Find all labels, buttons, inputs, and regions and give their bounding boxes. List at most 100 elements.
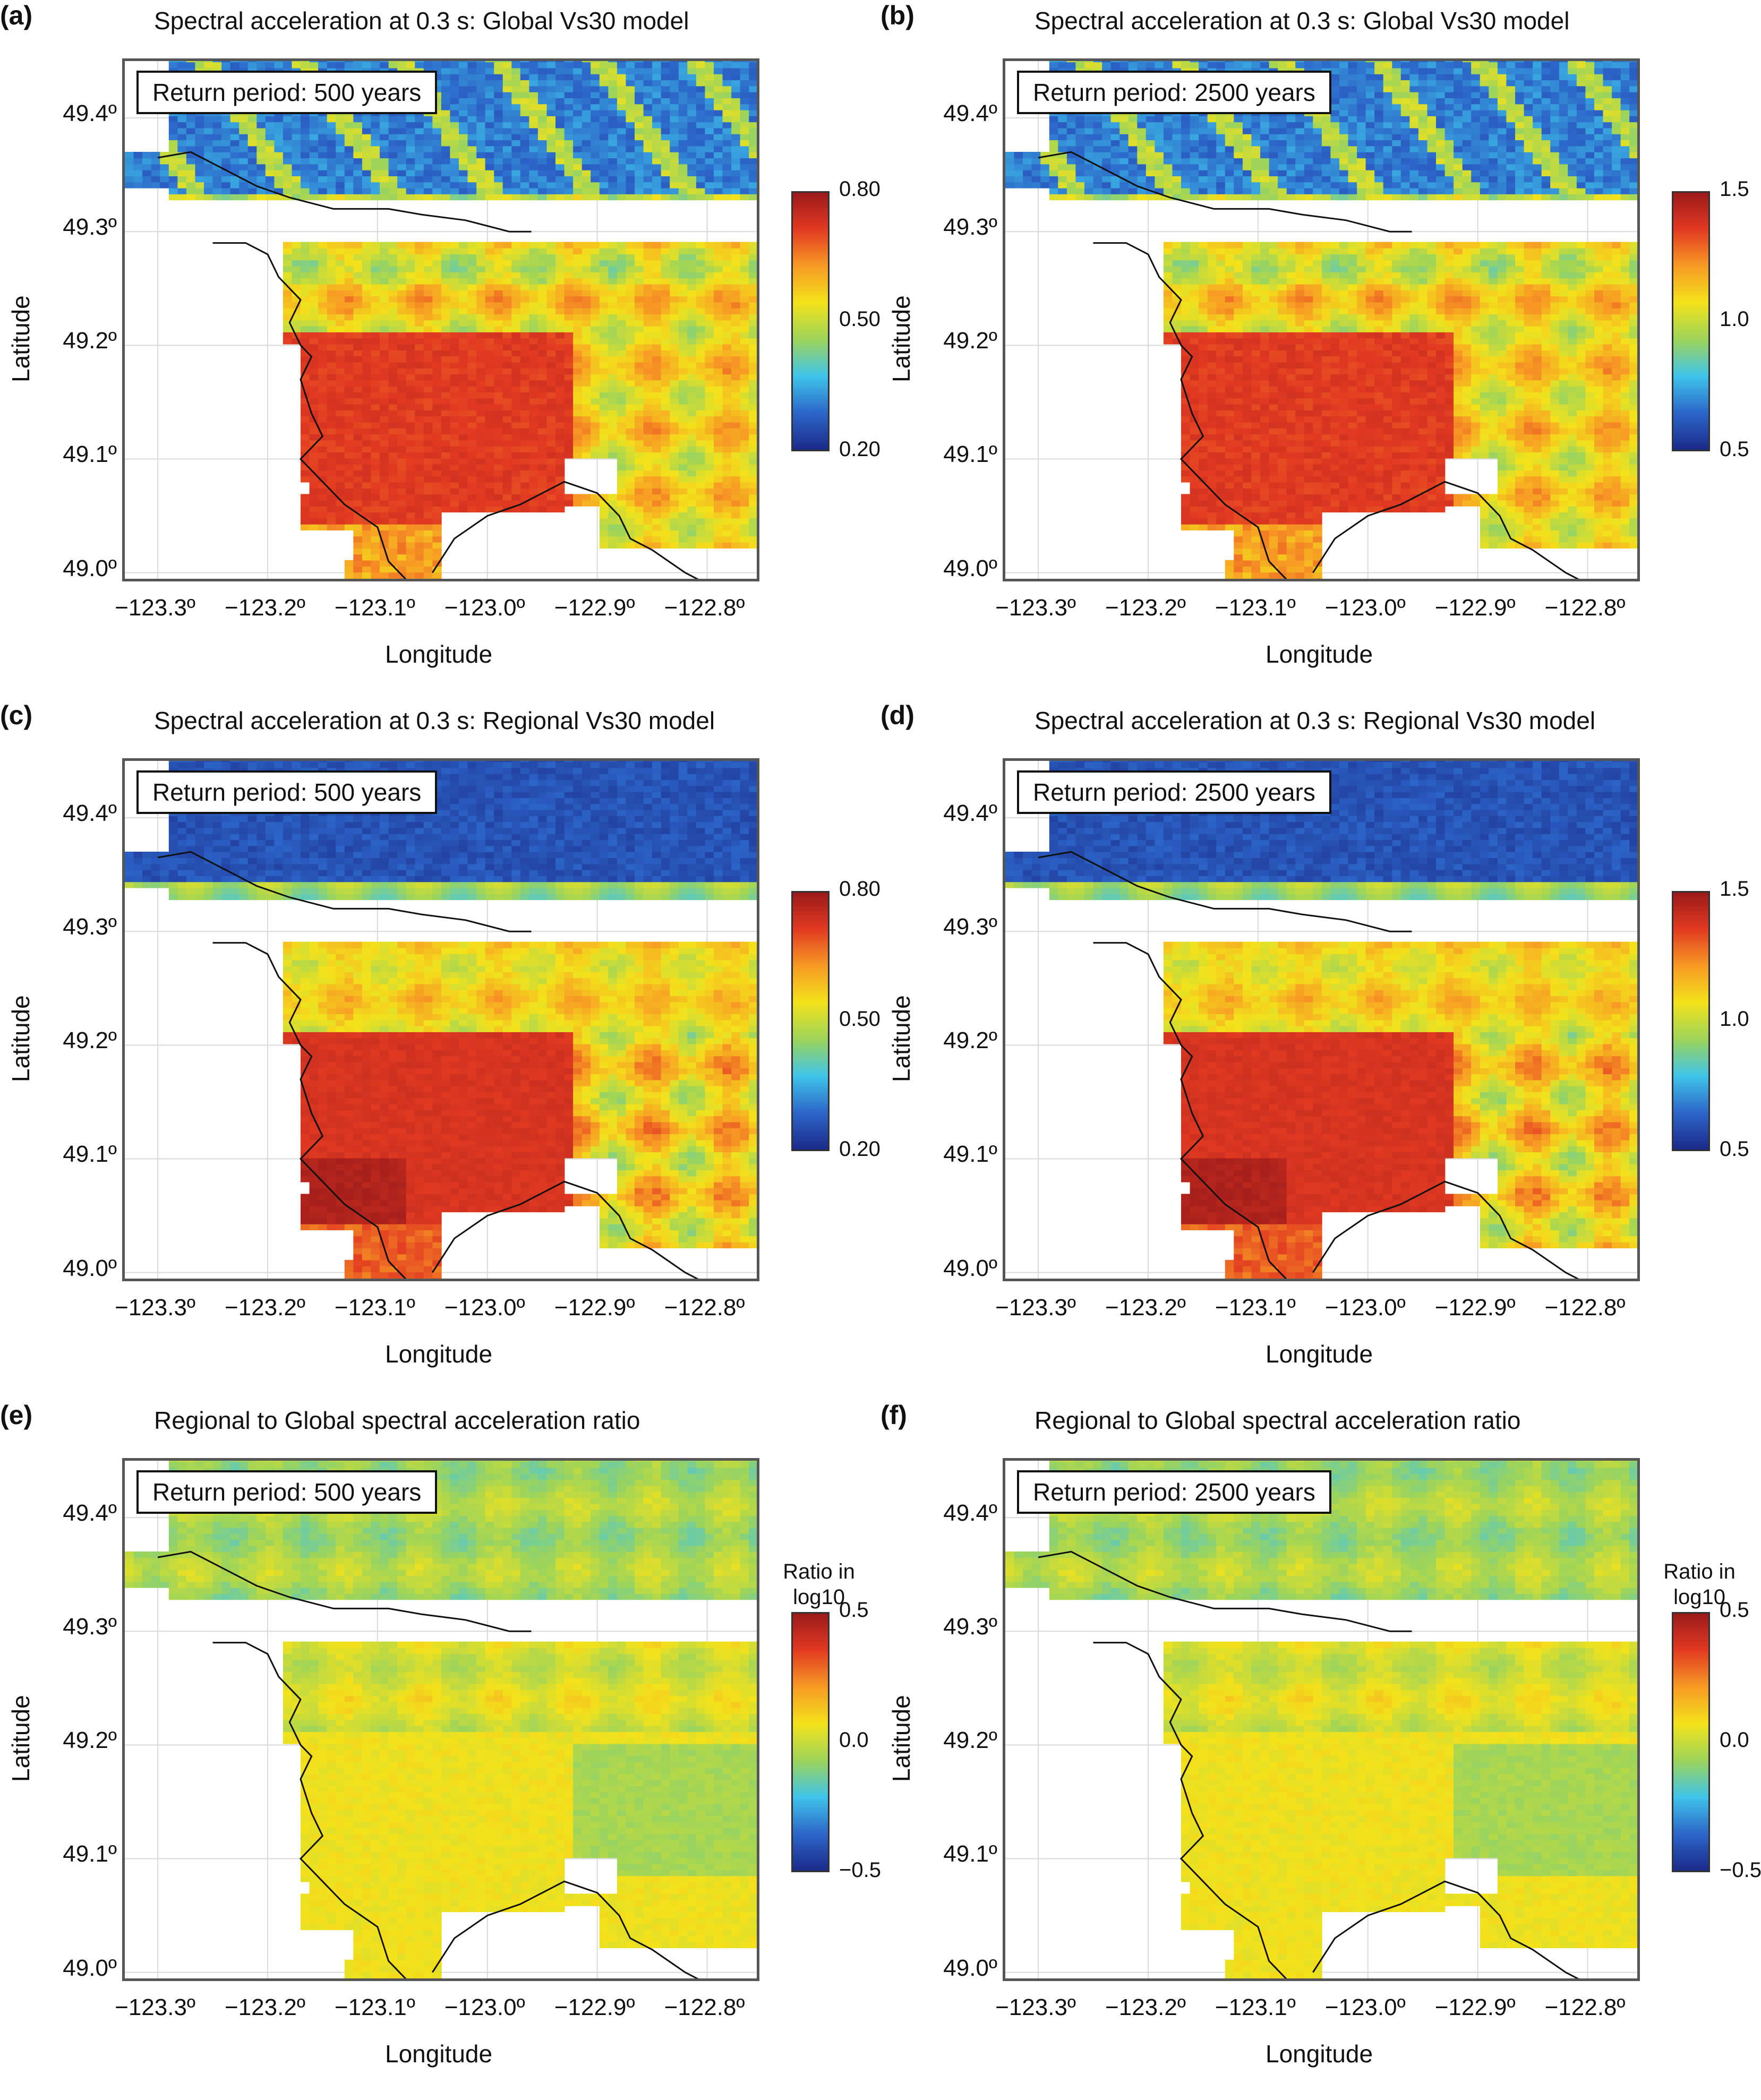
panel-letter: (f) bbox=[880, 1400, 907, 1430]
colorbar bbox=[791, 891, 830, 1151]
colorbar-title: Ratio in log10 bbox=[1652, 1559, 1747, 1610]
return-period-label: Return period: 2500 years bbox=[1017, 770, 1331, 814]
hazard-cells bbox=[125, 61, 757, 579]
y-tick-label: 49.4º bbox=[891, 800, 997, 827]
coastline bbox=[157, 151, 699, 579]
x-tick-label: −122.9º bbox=[1406, 1295, 1544, 1321]
y-tick-label: 49.4º bbox=[891, 1500, 997, 1527]
y-axis-label: Latitude bbox=[887, 995, 916, 1082]
y-tick-label: 49.4º bbox=[11, 800, 117, 827]
colorbar-tick: 1.0 bbox=[1720, 307, 1749, 331]
x-tick-label: −122.9º bbox=[526, 595, 664, 621]
x-tick-label: −123.3º bbox=[86, 1295, 224, 1321]
x-tick-label: −123.1º bbox=[1186, 1994, 1324, 2021]
colorbar bbox=[1672, 891, 1710, 1151]
hazard-map bbox=[1005, 61, 1637, 579]
x-tick-label: −122.9º bbox=[526, 1994, 664, 2021]
panel-letter: (c) bbox=[0, 700, 32, 731]
map-panel: (d) Spectral acceleration at 0.3 s: Regi… bbox=[880, 700, 1761, 1400]
colorbar bbox=[1672, 191, 1710, 451]
x-tick-label: −123.3º bbox=[86, 1994, 224, 2021]
panel-letter: (d) bbox=[880, 700, 914, 731]
x-tick-label: −123.2º bbox=[1076, 595, 1215, 621]
hazard-cells bbox=[125, 1461, 757, 1978]
panel-letter: (e) bbox=[0, 1400, 32, 1430]
x-tick-label: −123.2º bbox=[196, 1994, 334, 2021]
x-axis-label: Longitude bbox=[385, 2039, 492, 2068]
map-panel: (c) Spectral acceleration at 0.3 s: Regi… bbox=[0, 700, 880, 1400]
colorbar-tick: 0.0 bbox=[839, 1728, 869, 1752]
panel-title: Spectral acceleration at 0.3 s: Regional… bbox=[1035, 706, 1595, 735]
x-tick-label: −123.1º bbox=[306, 595, 444, 621]
hazard-map bbox=[1005, 761, 1637, 1279]
map-area: Return period: 500 years bbox=[122, 1458, 759, 1981]
x-tick-label: −123.3º bbox=[86, 595, 224, 621]
y-axis-label: Latitude bbox=[6, 295, 35, 382]
x-axis-label: Longitude bbox=[1266, 1340, 1373, 1368]
panel-title: Spectral acceleration at 0.3 s: Global V… bbox=[1035, 6, 1569, 35]
x-tick-label: −123.0º bbox=[416, 1295, 554, 1321]
colorbar-tick: 0.5 bbox=[1720, 1598, 1749, 1622]
panel-letter: (b) bbox=[880, 0, 914, 31]
coastline bbox=[157, 851, 699, 1279]
map-panel: (e) Regional to Global spectral accelera… bbox=[0, 1400, 881, 2099]
y-tick-label: 49.0º bbox=[891, 1255, 997, 1282]
x-tick-label: −123.0º bbox=[1296, 595, 1434, 621]
y-tick-label: 49.1º bbox=[11, 1141, 117, 1168]
x-axis-label: Longitude bbox=[385, 640, 492, 668]
colorbar-title: Ratio in log10 bbox=[771, 1559, 867, 1610]
panel-title: Spectral acceleration at 0.3 s: Regional… bbox=[154, 706, 715, 735]
x-tick-label: −123.1º bbox=[306, 1994, 444, 2021]
x-tick-label: −123.0º bbox=[416, 1994, 554, 2021]
x-tick-label: −122.9º bbox=[1406, 595, 1544, 621]
x-axis-label: Longitude bbox=[385, 1340, 492, 1368]
x-tick-label: −123.2º bbox=[196, 1295, 334, 1321]
hazard-cells bbox=[1005, 761, 1637, 1279]
colorbar-tick: 0.20 bbox=[839, 1137, 880, 1161]
y-tick-label: 49.4º bbox=[891, 100, 997, 127]
y-axis-label: Latitude bbox=[6, 995, 35, 1082]
y-axis-label: Latitude bbox=[887, 1695, 916, 1782]
x-tick-label: −123.2º bbox=[1076, 1295, 1215, 1321]
y-tick-label: 49.0º bbox=[11, 1255, 117, 1282]
y-tick-label: 49.3º bbox=[891, 1614, 997, 1640]
y-tick-label: 49.2º bbox=[891, 1727, 997, 1754]
y-tick-label: 49.0º bbox=[11, 555, 117, 582]
y-tick-label: 49.3º bbox=[891, 214, 997, 241]
colorbar-tick: 0.50 bbox=[839, 307, 880, 331]
x-tick-label: −123.0º bbox=[1296, 1994, 1434, 2021]
x-tick-label: −122.8º bbox=[1516, 1295, 1654, 1321]
map-area: Return period: 2500 years bbox=[1003, 58, 1640, 581]
x-tick-label: −122.8º bbox=[636, 595, 774, 621]
x-axis-label: Longitude bbox=[1266, 2039, 1373, 2068]
colorbar-tick: 0.20 bbox=[839, 438, 880, 461]
y-tick-label: 49.0º bbox=[11, 1955, 117, 1982]
map-panel: (f) Regional to Global spectral accelera… bbox=[880, 1400, 1761, 2099]
x-tick-label: −122.9º bbox=[1406, 1994, 1544, 2021]
panel-title: Spectral acceleration at 0.3 s: Global V… bbox=[154, 6, 689, 35]
x-tick-label: −123.2º bbox=[1076, 1994, 1215, 2021]
x-axis-label: Longitude bbox=[1266, 640, 1373, 668]
hazard-map bbox=[125, 1461, 757, 1978]
return-period-label: Return period: 2500 years bbox=[1017, 1470, 1331, 1514]
colorbar-tick: 0.80 bbox=[839, 177, 880, 201]
x-tick-label: −123.0º bbox=[416, 595, 554, 621]
x-tick-label: −122.8º bbox=[1516, 595, 1654, 621]
x-tick-label: −122.9º bbox=[526, 1295, 664, 1321]
map-panel: (b) Spectral acceleration at 0.3 s: Glob… bbox=[880, 0, 1761, 700]
x-tick-label: −122.8º bbox=[636, 1295, 774, 1321]
y-tick-label: 49.1º bbox=[891, 441, 997, 468]
x-tick-label: −123.1º bbox=[306, 1295, 444, 1321]
map-area: Return period: 2500 years bbox=[1003, 758, 1640, 1281]
return-period-label: Return period: 500 years bbox=[136, 71, 438, 114]
colorbar bbox=[1672, 1612, 1710, 1872]
y-tick-label: 49.2º bbox=[891, 1027, 997, 1054]
colorbar-tick: 0.5 bbox=[1720, 1137, 1749, 1161]
y-tick-label: 49.2º bbox=[11, 328, 117, 354]
hazard-map bbox=[1005, 1461, 1637, 1978]
colorbar-tick: 0.5 bbox=[839, 1598, 869, 1622]
y-axis-label: Latitude bbox=[887, 295, 916, 382]
hazard-cells bbox=[125, 761, 757, 1279]
y-tick-label: 49.4º bbox=[11, 100, 117, 127]
y-tick-label: 49.2º bbox=[11, 1027, 117, 1054]
